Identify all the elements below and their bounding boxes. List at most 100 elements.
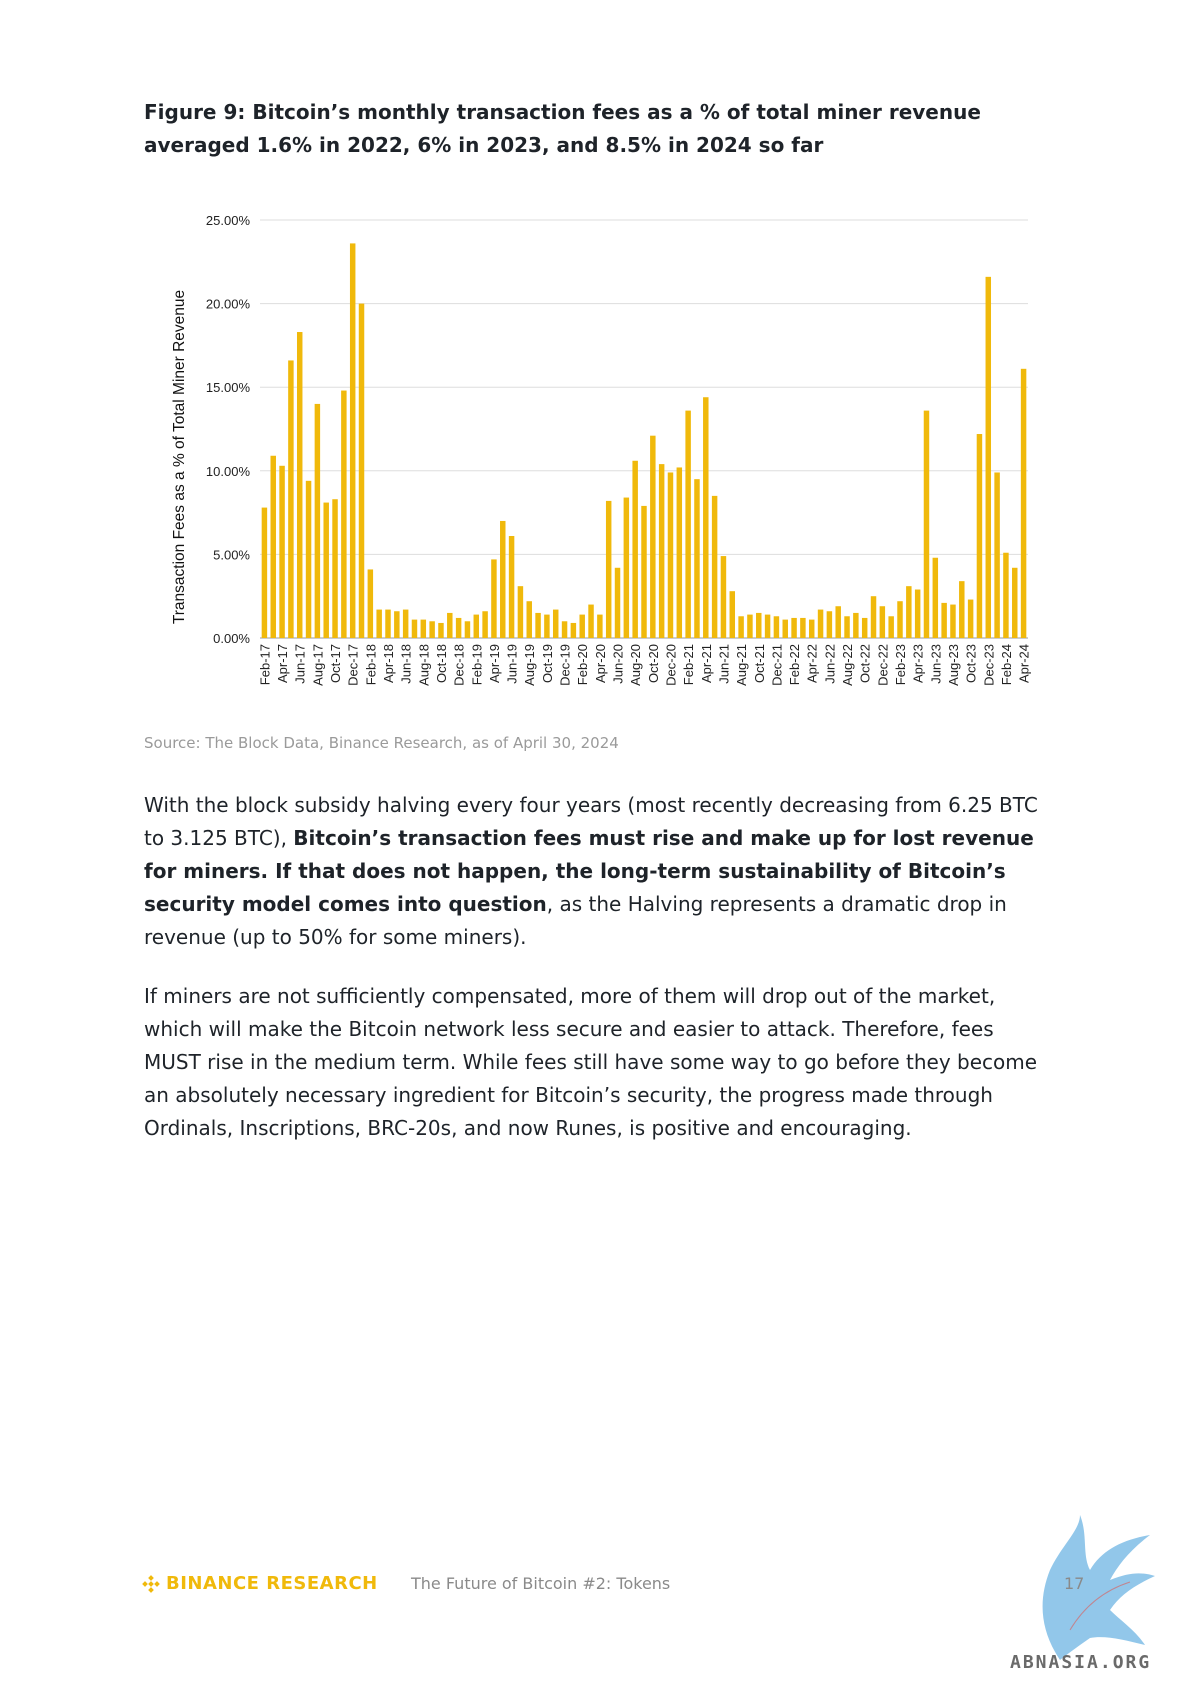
bar-Jul-18 — [411, 619, 418, 638]
bar-Apr-24 — [1020, 368, 1027, 638]
x-tick-label: Dec-18 — [452, 644, 467, 686]
x-tick-label: Oct-20 — [646, 644, 661, 683]
figure-title: Figure 9: Bitcoin’s monthly transaction … — [144, 100, 981, 157]
bar-Feb-22 — [791, 617, 797, 638]
y-tick-label: 25.00% — [206, 213, 251, 228]
x-tick-label: Dec-19 — [558, 644, 573, 686]
bar-Nov-18 — [447, 612, 453, 638]
bar-Aug-18 — [420, 619, 427, 638]
bar-Apr-23 — [914, 589, 921, 638]
bar-Dec-20 — [667, 472, 674, 638]
bar-Jul-23 — [941, 602, 947, 638]
x-tick-label: Aug-23 — [946, 644, 961, 686]
x-tick-label: Apr-24 — [1017, 644, 1032, 683]
figure-source: Source: The Block Data, Binance Research… — [144, 734, 619, 752]
bar-Aug-23 — [950, 604, 956, 638]
bar-May-22 — [817, 609, 824, 638]
bar-Aug-21 — [738, 616, 744, 638]
x-tick-label: Jun-19 — [505, 644, 520, 684]
body-paragraph-1: With the block subsidy halving every fou… — [144, 789, 1044, 954]
bar-Apr-19 — [491, 559, 497, 638]
bar-May-18 — [394, 611, 400, 638]
bar-Sep-19 — [535, 612, 541, 638]
x-tick-label: Oct-22 — [858, 644, 873, 683]
bar-Nov-22 — [870, 596, 877, 638]
x-tick-label: Aug-19 — [522, 644, 537, 686]
x-tick-label: Feb-22 — [787, 644, 802, 685]
bar-May-20 — [605, 500, 612, 638]
x-tick-label: Apr-22 — [805, 644, 820, 683]
bar-Apr-17 — [279, 465, 285, 638]
bar-Jun-18 — [402, 609, 409, 638]
x-tick-label: Dec-20 — [663, 644, 678, 686]
bar-Feb-20 — [579, 614, 585, 638]
bar-Jan-21 — [676, 467, 683, 638]
bar-Aug-22 — [844, 616, 850, 638]
bar-May-21 — [711, 495, 718, 638]
bar-Sep-17 — [323, 502, 329, 638]
bar-Jan-23 — [888, 616, 894, 638]
x-tick-label: Jun-20 — [611, 644, 626, 684]
x-tick-label: Feb-19 — [469, 644, 484, 685]
bar-May-17 — [288, 360, 294, 638]
x-tick-label: Dec-22 — [875, 644, 890, 686]
bar-Mar-22 — [800, 617, 806, 638]
bar-Dec-21 — [773, 616, 780, 638]
bar-Jul-20 — [623, 497, 630, 638]
x-tick-label: Apr-20 — [593, 644, 608, 683]
bar-Aug-20 — [632, 460, 638, 638]
x-tick-label: Oct-17 — [328, 644, 343, 683]
bar-Nov-17 — [341, 390, 347, 638]
x-tick-label: Aug-18 — [416, 644, 431, 686]
x-tick-label: Feb-18 — [363, 644, 378, 685]
y-axis-ticks: 25.00% 20.00% 15.00% 10.00% 5.00% 0.00% — [206, 213, 251, 646]
y-tick-label: 5.00% — [213, 547, 250, 562]
bar-Apr-21 — [703, 397, 709, 638]
x-tick-label: Apr-21 — [699, 644, 714, 683]
bar-Jul-22 — [835, 606, 841, 638]
griffin-watermark-icon — [1042, 1515, 1155, 1660]
bar-Sep-22 — [853, 612, 859, 638]
bar-Dec-18 — [455, 617, 462, 638]
bar-Feb-18 — [367, 569, 374, 638]
x-tick-label: Apr-17 — [275, 644, 290, 683]
bar-Oct-21 — [756, 612, 762, 638]
bar-May-23 — [923, 410, 930, 638]
fee-share-bar-chart: 25.00% 20.00% 15.00% 10.00% 5.00% 0.00% Feb-1… — [171, 213, 1032, 686]
bar-Jun-20 — [614, 567, 621, 638]
bar-Jun-17 — [296, 332, 303, 638]
x-tick-label: Oct-19 — [540, 644, 555, 683]
bar-Nov-23 — [976, 434, 983, 638]
bar-Dec-17 — [349, 243, 356, 638]
bar-Apr-20 — [597, 614, 603, 638]
bar-Jan-19 — [464, 621, 471, 638]
bar-Mar-19 — [482, 611, 488, 638]
bar-Aug-17 — [314, 403, 321, 638]
bar-Oct-22 — [861, 617, 868, 638]
x-tick-label: Feb-20 — [575, 644, 590, 685]
bar-Jan-24 — [994, 472, 1000, 638]
bar-Mar-24 — [1012, 567, 1018, 638]
bar-Jan-18 — [358, 303, 365, 638]
chart-bars — [261, 243, 1027, 638]
body-paragraph-2: If miners are not sufficiently compensat… — [144, 984, 1038, 1140]
bar-Mar-23 — [906, 586, 912, 638]
bar-May-19 — [500, 520, 506, 638]
bar-Jun-21 — [720, 556, 727, 638]
bar-Mar-17 — [270, 455, 276, 638]
bar-Apr-18 — [385, 609, 391, 638]
p1-text-b: , as the Halving represents a dramatic d… — [144, 892, 1007, 949]
bar-Nov-19 — [552, 609, 559, 638]
x-tick-label: Apr-23 — [911, 644, 926, 683]
x-tick-label: Feb-21 — [681, 644, 696, 685]
bar-Mar-20 — [588, 604, 594, 638]
x-tick-label: Oct-21 — [752, 644, 767, 683]
x-tick-label: Dec-17 — [346, 644, 361, 686]
bar-Oct-18 — [438, 622, 444, 638]
x-tick-label: Aug-22 — [840, 644, 855, 686]
bar-Sep-21 — [747, 614, 753, 638]
bar-Jun-23 — [932, 557, 939, 638]
bar-Feb-17 — [261, 507, 268, 638]
bar-Jul-21 — [729, 591, 736, 638]
x-tick-label: Apr-18 — [381, 644, 396, 683]
